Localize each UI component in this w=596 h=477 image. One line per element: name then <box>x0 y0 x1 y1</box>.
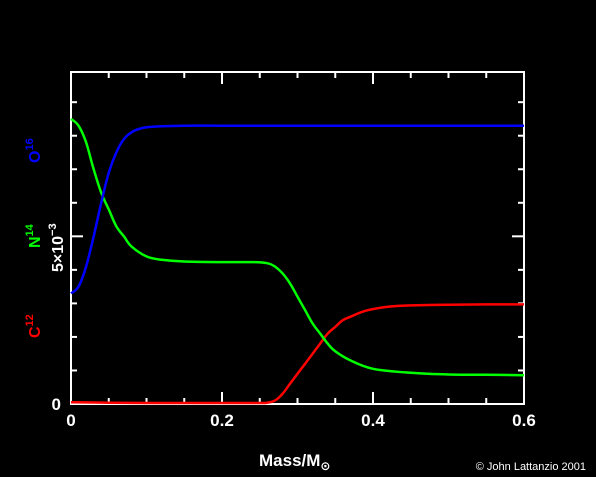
x-tick-label: 0.4 <box>361 411 385 430</box>
legend-label-o16: O16 <box>24 138 44 163</box>
series-line-o16 <box>70 124 524 295</box>
y-scale-exponent: −3 <box>47 223 59 236</box>
legend-n14-sup: 14 <box>24 223 36 236</box>
x-tick-label: 0.6 <box>512 411 536 430</box>
x-tick-label: 0.2 <box>210 411 234 430</box>
x-tick-label: 0 <box>66 411 75 430</box>
legend-c12-base: C <box>27 326 44 338</box>
legend-c12-sup: 12 <box>24 314 36 326</box>
credit-text: © John Lattanzio 2001 <box>476 461 586 473</box>
series-line-n14 <box>70 117 525 377</box>
x-axis-label-text: Mass/M <box>259 451 320 470</box>
legend-label-n14: N14 <box>24 223 44 248</box>
y-axis-scale-label: 5×10−3 <box>47 223 67 272</box>
y-tick-label: 0 <box>52 395 61 414</box>
series-line-c12 <box>70 303 525 405</box>
legend-o16-base: O <box>27 151 44 163</box>
solar-mass-symbol: ⊙ <box>320 459 330 473</box>
legend-n14-base: N <box>27 236 44 248</box>
x-axis-label: Mass/M⊙ <box>259 451 330 473</box>
legend-o16-sup: 16 <box>24 138 36 150</box>
y-scale-base: 5×10 <box>50 236 67 272</box>
tick-labels: 0 0.2 0.4 0.6 0 <box>52 395 536 430</box>
series-layer <box>70 117 525 405</box>
legend-label-c12: C12 <box>24 314 44 338</box>
